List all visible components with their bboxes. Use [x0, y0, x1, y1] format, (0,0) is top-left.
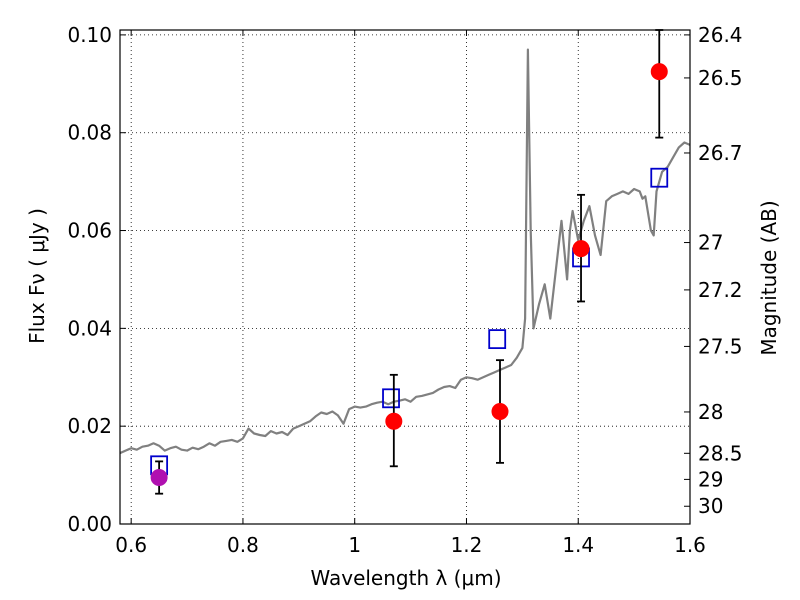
y2-tick-label: 28.5 — [698, 441, 743, 465]
y2-tick-label: 26.7 — [698, 141, 743, 165]
y2-axis-title: Magnitude (AB) — [757, 200, 781, 355]
y2-tick-label: 30 — [698, 494, 723, 518]
y2-tick-label: 27.2 — [698, 278, 743, 302]
x-tick-label: 1.4 — [562, 533, 594, 557]
y-tick-label: 0.06 — [67, 219, 112, 243]
model-photometry-square — [382, 388, 400, 409]
y-axis-title: Flux Fν ( μJy ) — [25, 208, 49, 344]
observed-point — [491, 403, 509, 421]
x-tick-label: 1.2 — [451, 533, 483, 557]
y2-tick-label: 29 — [698, 467, 723, 491]
observed-optical-point — [150, 469, 168, 487]
observed-point — [572, 240, 590, 258]
y-tick-label: 0.00 — [67, 512, 112, 536]
x-axis-title: Wavelength λ (μm) — [310, 566, 501, 590]
y-tick-label: 0.08 — [67, 121, 112, 145]
model-spectrum-line — [120, 48, 690, 455]
plot-frame — [119, 29, 691, 525]
ticks: 0.6 0.8 1 1.2 1.4 1.6 0.00 0.02 0.04 0.06 0.08 0.10… — [67, 23, 742, 557]
model-photometry-square — [650, 167, 669, 188]
y2-tick-label: 28 — [698, 400, 723, 424]
y2-tick-label: 26.5 — [698, 66, 743, 90]
y-tick-label: 0.02 — [67, 414, 112, 438]
y2-tick-label: 27 — [698, 231, 723, 255]
y-tick-label: 0.10 — [67, 23, 112, 47]
x-tick-label: 1.6 — [674, 533, 706, 557]
y-tick-label: 0.04 — [67, 316, 112, 340]
x-tick-label: 0.6 — [115, 533, 147, 557]
x-tick-label: 1 — [348, 533, 361, 557]
y2-tick-label: 26.4 — [698, 23, 743, 47]
series — [120, 29, 690, 495]
model-photometry-square — [488, 329, 507, 350]
x-tick-label: 0.8 — [227, 533, 259, 557]
y2-tick-label: 27.5 — [698, 334, 743, 358]
observed-point — [650, 63, 668, 81]
observed-point — [385, 412, 403, 430]
